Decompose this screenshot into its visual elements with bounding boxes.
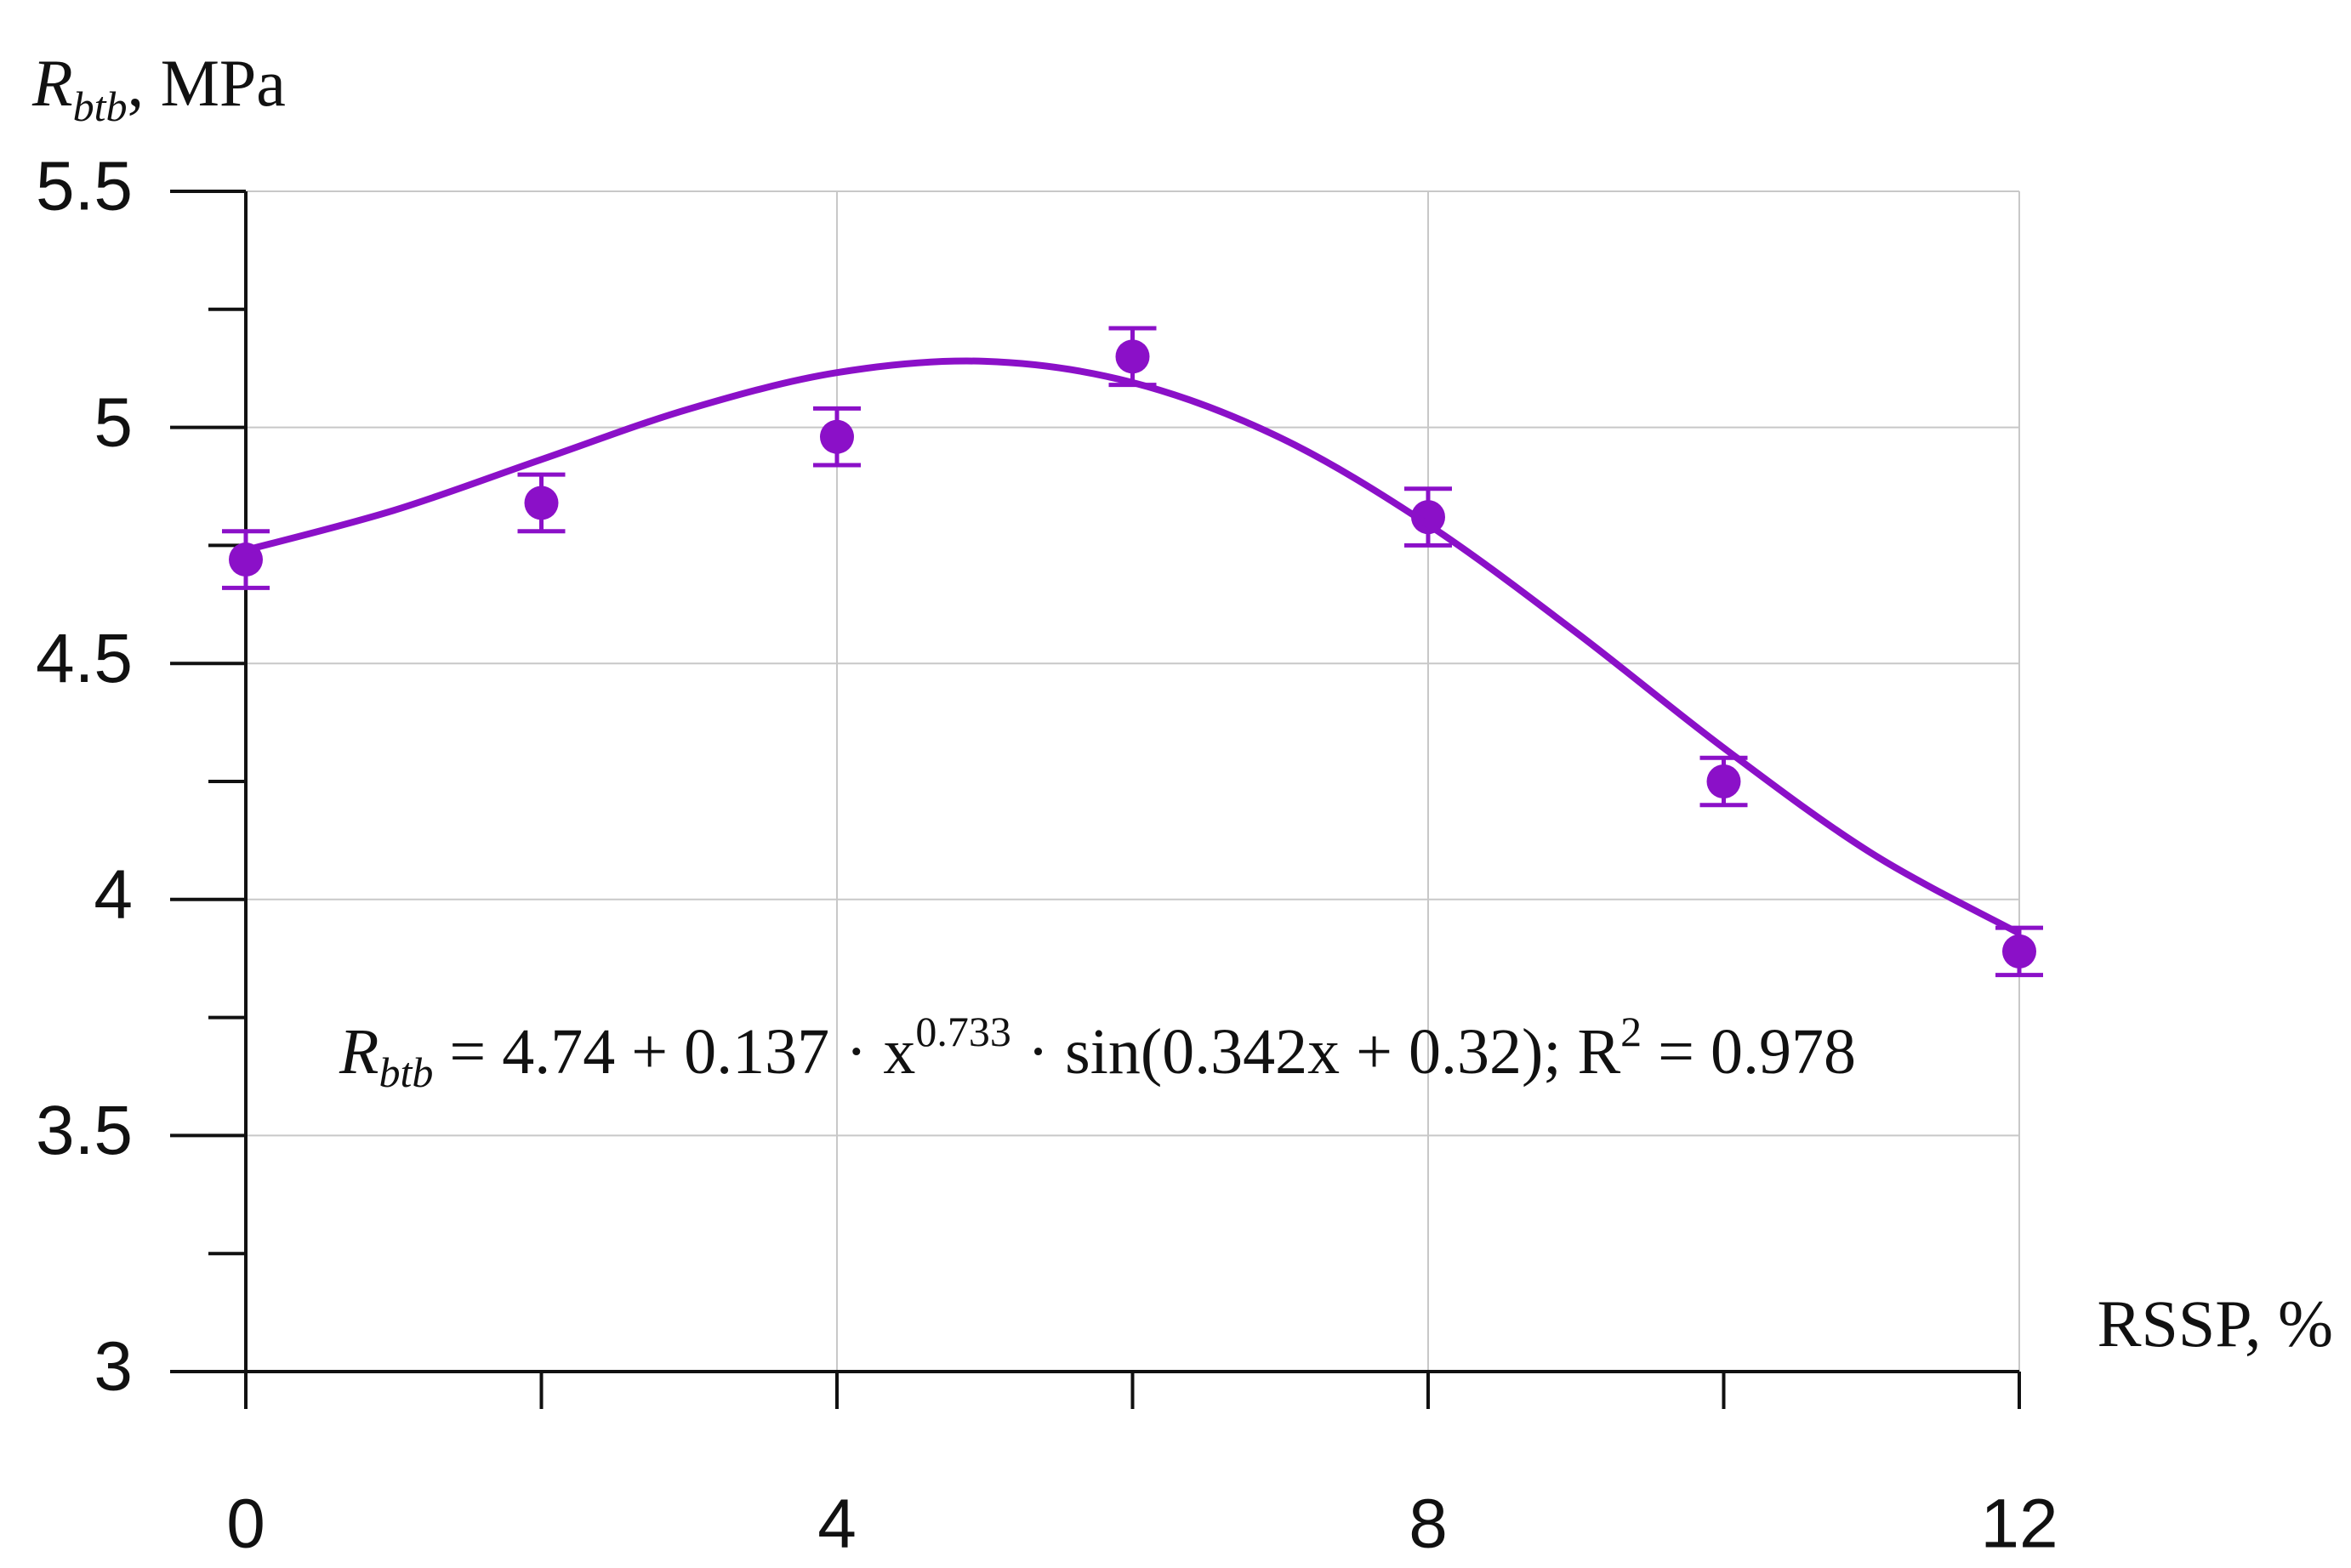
grid [246,190,2020,1372]
y-label-unit: , MPa [128,46,286,120]
data-point [1115,339,1150,374]
data-point [820,419,854,454]
eq-exponent: 0.733 [915,1008,1011,1055]
x-tick-label: 12 [1980,1486,2058,1563]
eq-r2-value: = 0.978 [1642,1016,1856,1088]
data-point [1411,500,1445,535]
eq-body: = 4.74 + 0.137 · x [433,1016,915,1088]
marks [222,326,2043,978]
data-point [2002,934,2036,969]
y-tick-label: 5.5 [36,148,133,225]
y-tick-label: 3.5 [36,1092,133,1169]
y-axis-label: Rbtb, MPa [31,46,286,130]
x-tick-label: 0 [226,1486,265,1563]
y-tick-label: 5 [94,383,133,461]
y-label-symbol: R [31,46,73,120]
fit-curve [244,357,2021,937]
eq-tail: · sin(0.342x + 0.32); R [1011,1016,1621,1088]
y-tick-label: 4 [94,855,133,933]
x-tick-label: 4 [817,1486,857,1563]
eq-subscript: btb [379,1048,433,1096]
y-tick-label: 3 [94,1328,133,1406]
equation: Rbtb = 4.74 + 0.137 · x0.733 · sin(0.342… [339,1008,1856,1096]
data-point [1706,764,1741,798]
x-axis-label: RSSP, % [2098,1287,2334,1361]
x-tick-label: 8 [1409,1486,1448,1563]
data-point [524,486,559,520]
eq-r2-exponent: 2 [1620,1008,1642,1055]
y-label-subscript: btb [73,82,128,130]
axes: 3 3.5 4 4.5 5 5.5 0 4 8 12 [36,148,2058,1563]
eq-symbol: R [339,1016,379,1088]
y-tick-label: 4.5 [36,620,133,697]
plot: 3 3.5 4 4.5 5 5.5 0 4 8 12 [36,148,2058,1563]
